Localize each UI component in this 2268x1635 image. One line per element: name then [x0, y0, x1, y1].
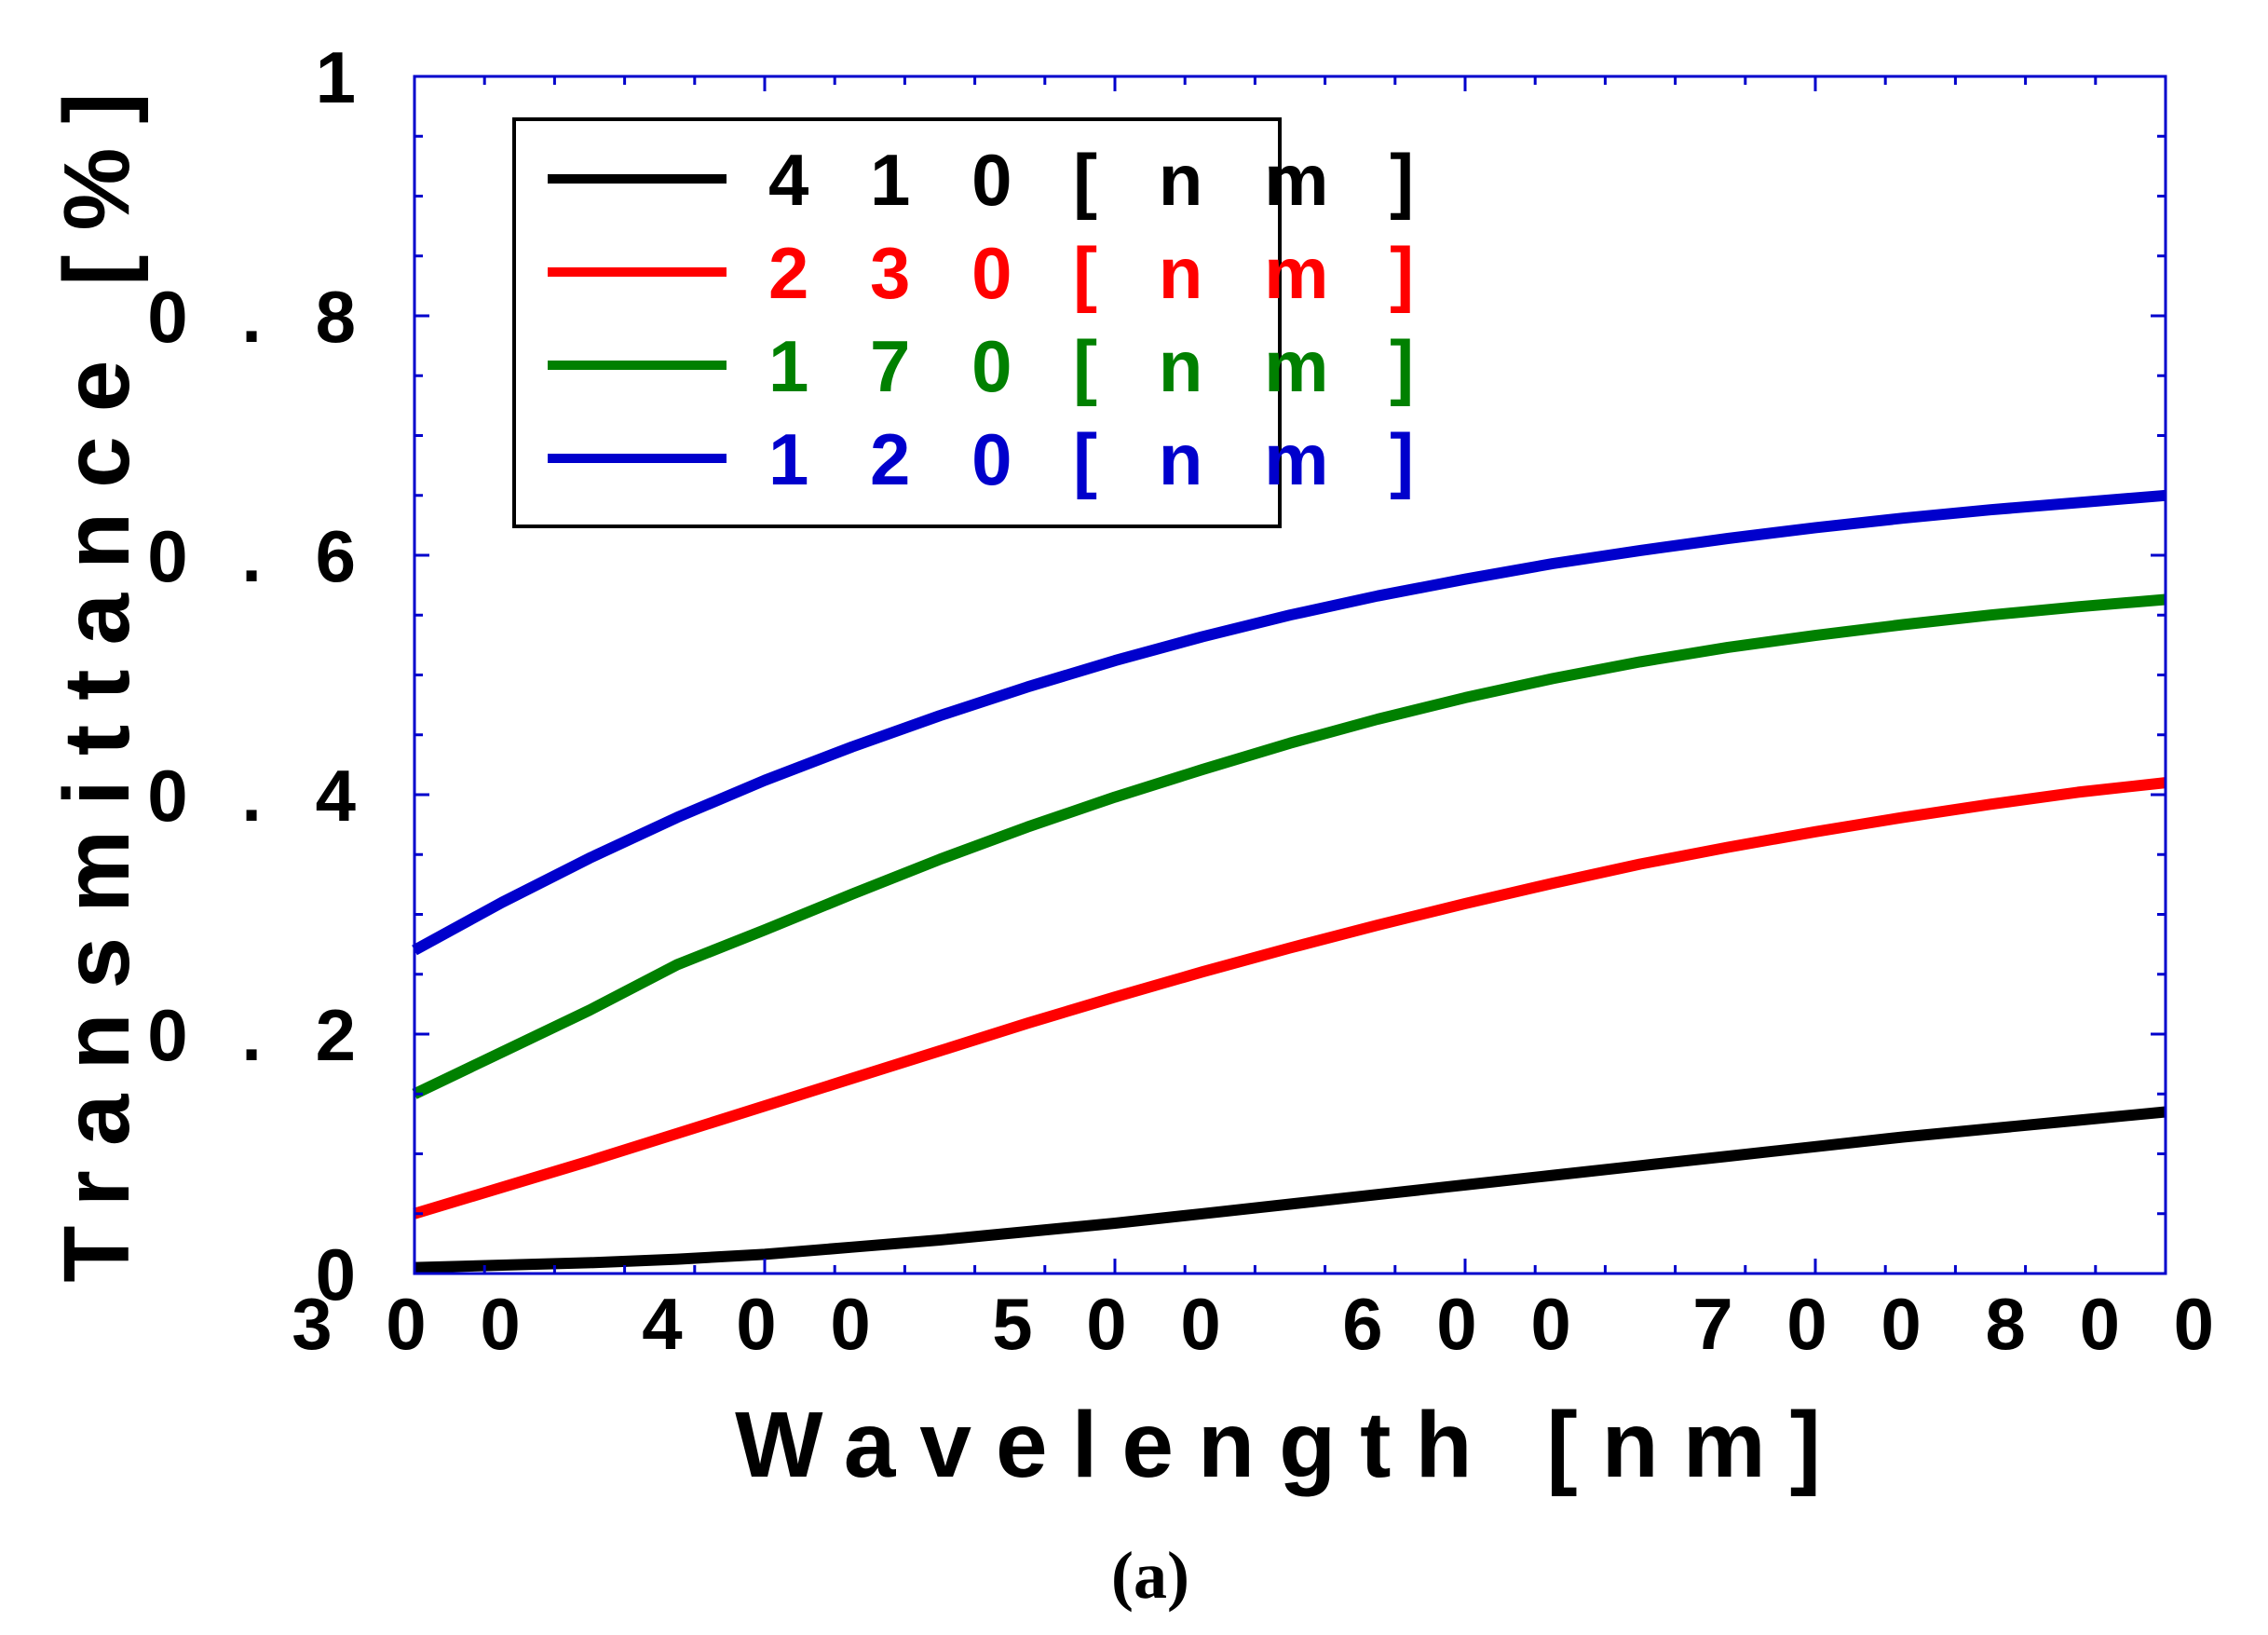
series-line-1	[413, 777, 2166, 1219]
y-tick-label: 0	[316, 1233, 373, 1315]
x-axis-title: Wavelength [nm]	[735, 1393, 1845, 1497]
legend: 4 1 0 [ n m ] 2 3 0 [ n m ] 1 7 0 [ n m ] 1…	[512, 117, 1434, 528]
y-tick-label: 0 . 2	[147, 994, 373, 1076]
y-tick-label: 0 . 8	[147, 276, 373, 358]
y-axis-title: Transmittance [%]	[45, 68, 149, 1282]
series-line-0	[414, 1106, 2166, 1274]
y-tick-label: 1	[316, 36, 373, 118]
panel-label: (a)	[1111, 1538, 1189, 1613]
x-tick-label: 8 0 0	[1986, 1283, 2231, 1365]
series-line-2	[412, 593, 2166, 1099]
legend-label: 1 2 0 [ n m ]	[768, 418, 1434, 500]
tick-marks	[413, 75, 2167, 1275]
x-tick-label: 7 0 0	[1692, 1283, 1937, 1365]
y-tick-label: 0 . 6	[147, 515, 373, 597]
x-tick-label: 6 0 0	[1342, 1283, 1587, 1365]
legend-label: 2 3 0 [ n m ]	[768, 232, 1434, 314]
x-tick-label: 5 0 0	[992, 1283, 1237, 1365]
y-tick-label: 0 . 4	[147, 755, 373, 837]
series-line-3	[412, 489, 2166, 956]
legend-label: 1 7 0 [ n m ]	[768, 325, 1434, 407]
x-tick-label: 4 0 0	[642, 1283, 887, 1365]
legend-label: 4 1 0 [ n m ]	[768, 139, 1434, 221]
x-tick-labels: 3 0 0 4 0 0 5 0 0 6 0 0 7 0 0 8 0 0	[292, 1283, 2231, 1365]
x-tick-label: 3 0 0	[292, 1283, 536, 1365]
series-layer	[412, 489, 2166, 1274]
y-tick-labels: 0 0 . 2 0 . 4 0 . 6 0 . 8 1	[147, 36, 373, 1315]
